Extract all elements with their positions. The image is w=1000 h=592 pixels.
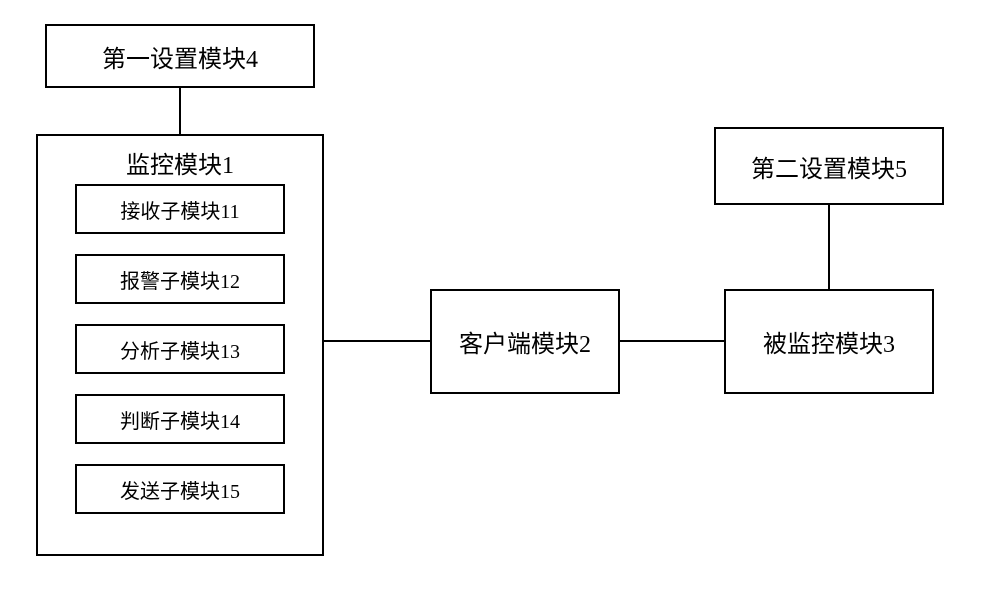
node-second-config-label: 第二设置模块5 — [751, 149, 907, 184]
node-client: 客户端模块2 — [430, 289, 620, 394]
edge-monitor-client — [324, 340, 430, 342]
diagram-canvas: 第一设置模块4 第二设置模块5 监控模块1 接收子模块11 报警子模块12 分析… — [0, 0, 1000, 592]
node-first-config: 第一设置模块4 — [45, 24, 315, 88]
node-monitored: 被监控模块3 — [724, 289, 934, 394]
node-client-label: 客户端模块2 — [459, 324, 591, 359]
node-sub-judge: 判断子模块14 — [75, 394, 285, 444]
edge-client-monitored — [620, 340, 724, 342]
node-sub-analyze-label: 分析子模块13 — [120, 335, 240, 364]
node-second-config: 第二设置模块5 — [714, 127, 944, 205]
node-sub-alarm: 报警子模块12 — [75, 254, 285, 304]
node-sub-send-label: 发送子模块15 — [120, 475, 240, 504]
edge-second-config-monitored — [828, 205, 830, 289]
node-sub-analyze: 分析子模块13 — [75, 324, 285, 374]
node-monitored-label: 被监控模块3 — [763, 324, 895, 359]
node-sub-alarm-label: 报警子模块12 — [120, 265, 240, 294]
node-first-config-label: 第一设置模块4 — [102, 39, 258, 74]
node-monitor: 监控模块1 接收子模块11 报警子模块12 分析子模块13 判断子模块14 发送… — [36, 134, 324, 556]
node-monitor-title: 监控模块1 — [38, 148, 322, 184]
node-sub-recv: 接收子模块11 — [75, 184, 285, 234]
node-monitor-inner: 监控模块1 接收子模块11 报警子模块12 分析子模块13 判断子模块14 发送… — [38, 136, 322, 534]
node-monitor-label: 监控模块1 — [126, 153, 234, 179]
node-sub-recv-label: 接收子模块11 — [120, 195, 239, 224]
node-sub-send: 发送子模块15 — [75, 464, 285, 514]
node-sub-judge-label: 判断子模块14 — [120, 405, 240, 434]
edge-first-config-monitor — [179, 88, 181, 134]
